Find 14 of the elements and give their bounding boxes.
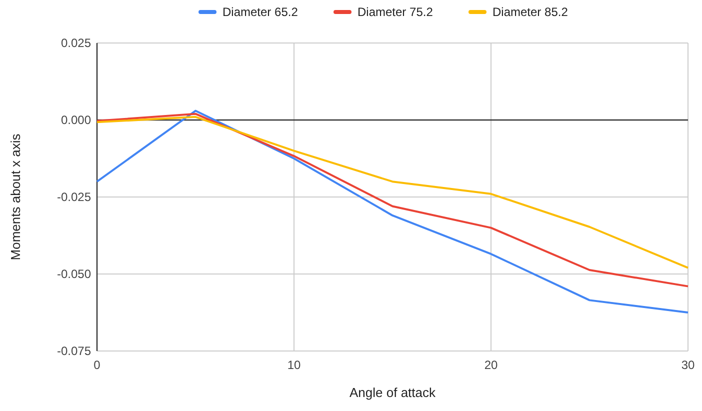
x-tick-label: 10 (287, 358, 301, 372)
x-tick-label: 20 (484, 358, 498, 372)
y-tick-label: -0.075 (56, 344, 92, 358)
y-tick-label: 0.000 (60, 113, 92, 127)
legend-label: Diameter 65.2 (222, 5, 298, 19)
x-tick-label: 0 (94, 358, 101, 372)
legend-label: Diameter 85.2 (492, 5, 568, 19)
legend-label: Diameter 75.2 (358, 5, 434, 19)
y-tick-label: 0.025 (60, 36, 92, 50)
y-axis-title: Moments about x axis (8, 133, 23, 260)
y-tick-label: -0.025 (56, 190, 92, 204)
y-tick-label: -0.050 (56, 267, 92, 281)
x-axis-title: Angle of attack (350, 385, 436, 400)
x-tick-label: 30 (681, 358, 695, 372)
